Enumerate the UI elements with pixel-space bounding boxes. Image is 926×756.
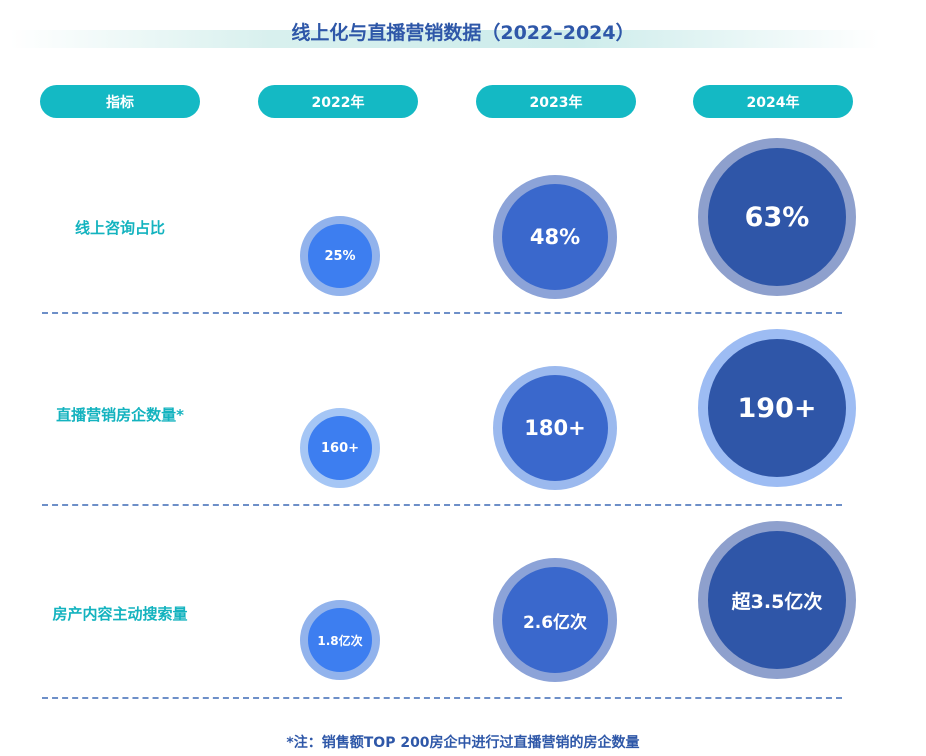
chart-title: 线上化与直播营销数据（2022–2024） — [291, 22, 635, 44]
bubble-2024-live-developers: 190+ — [698, 329, 856, 487]
bubble-2023-search-volume: 2.6亿次 — [493, 558, 617, 682]
bubble-2024-search-volume: 超3.5亿次 — [698, 521, 856, 679]
bubble-2023-online-consult: 48% — [493, 175, 617, 299]
header-2024: 2024年 — [693, 85, 853, 118]
footnote: *注：销售额TOP 200房企中进行过直播营销的房企数量 — [286, 735, 640, 751]
row-divider — [42, 504, 842, 506]
header-2022: 2022年 — [258, 85, 418, 118]
bubble-2022-search-volume: 1.8亿次 — [300, 600, 380, 680]
bubble-2022-live-developers: 160+ — [300, 408, 380, 488]
header-2023: 2023年 — [476, 85, 636, 118]
row-label-search-volume: 房产内容主动搜索量 — [52, 605, 188, 623]
header-indicator: 指标 — [40, 85, 200, 118]
row-divider — [42, 312, 842, 314]
row-label-live-developers: 直播营销房企数量* — [56, 406, 184, 424]
row-label-online-consult: 线上咨询占比 — [74, 219, 165, 237]
title-band — [10, 30, 880, 48]
row-divider — [42, 697, 842, 699]
bubble-2022-online-consult: 25% — [300, 216, 380, 296]
bubble-2024-online-consult: 63% — [698, 138, 856, 296]
bubble-2023-live-developers: 180+ — [493, 366, 617, 490]
